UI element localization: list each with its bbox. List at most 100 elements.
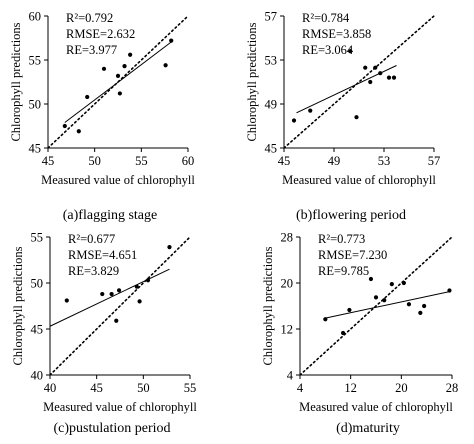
data-point [145,278,151,283]
data-point [114,318,119,323]
data-point [373,65,378,70]
x-tick-label: 60 [182,154,195,168]
y-tick-label: 40 [31,369,44,383]
panel-caption: (b)flowering period [296,208,406,223]
fit-line [325,291,450,319]
x-tick-label: 50 [88,154,101,168]
data-point [163,63,168,68]
y-tick-label: 57 [265,10,278,24]
data-point [422,303,427,309]
stat-label: RMSE=3.858 [302,27,371,41]
data-point [116,288,122,293]
data-point [101,66,107,71]
panel-caption: (a)flagging stage [63,208,157,223]
data-point [62,123,67,129]
panel-caption: (c)pustulation period [53,421,170,436]
y-tick-label: 60 [29,10,42,24]
y-tick-label: 50 [29,98,42,112]
fit-line [49,268,170,327]
x-tick-label: 28 [446,381,459,395]
stat-label: RMSE=4.651 [68,248,137,262]
data-point [347,307,352,313]
x-tick-label: 53 [378,154,391,168]
stat-label: RMSE=2.632 [66,27,135,41]
reference-line [49,236,191,376]
data-point [76,129,81,134]
x-tick-label: 49 [328,154,341,168]
data-point [401,280,406,286]
data-point [368,276,374,282]
data-point [418,310,423,315]
data-point [115,73,121,78]
data-point [348,49,353,54]
stat-label: RE=3.064 [302,43,354,57]
data-point [64,298,69,303]
y-tick-label: 45 [31,323,44,337]
fit-line [64,40,174,123]
data-point [323,317,328,322]
data-point [386,75,392,80]
data-point [363,65,368,70]
panel-2: 45 49 53 57 45 49 53 57 R²=0.784 RMSE=3.858 RE=3.0… [245,10,440,224]
panel-caption: (d)maturity [336,421,400,436]
x-axis-title: Measured value of chlorophyll [299,400,453,414]
stat-label: R²=0.773 [318,232,365,246]
data-point [354,115,359,120]
x-tick-label: 12 [344,381,357,395]
y-tick-label: 55 [31,231,44,245]
data-point [291,118,297,123]
y-tick-label: 49 [265,98,278,112]
x-axis-title: Measured value of chlorophyll [41,173,195,187]
x-tick-label: 55 [184,381,197,395]
data-point [406,302,412,307]
data-point [368,79,373,85]
x-tick-label: 40 [44,381,57,395]
x-tick-label: 20 [395,381,408,395]
data-point [378,71,383,76]
y-tick-label: 45 [265,142,278,156]
y-tick-label: 45 [29,142,42,156]
stat-label: RMSE=7.230 [318,248,387,262]
stat-label: RE=3.829 [68,264,119,278]
y-tick-label: 28 [281,231,294,245]
panel-1: 45 50 55 60 45 50 55 60 R²=0.792 RMSE=2.632 RE=3.9… [9,10,195,224]
y-axis-title: Chlorophyll predictions [245,22,259,141]
y-axis-title: Chlorophyll predictions [11,246,25,365]
y-tick-label: 55 [29,54,42,68]
data-point [391,75,397,80]
data-point [109,291,114,297]
x-tick-label: 45 [278,154,291,168]
data-point [117,91,122,96]
data-point [169,38,174,43]
data-point [134,284,139,289]
panel-4: 4 12 20 28 4 12 20 28 R²=0.773 RMSE=7.230 RE=9.785… [261,231,458,437]
data-point [167,245,172,250]
data-point [122,64,127,69]
data-point [100,291,105,297]
y-tick-label: 20 [281,277,294,291]
data-point [128,52,133,57]
x-tick-label: 55 [135,154,148,168]
x-axis-title: Measured value of chlorophyll [43,400,197,414]
x-axis-title: Measured value of chlorophyll [282,173,436,187]
stat-label: R²=0.792 [66,11,113,25]
stat-label: R²=0.677 [68,232,115,246]
y-tick-label: 4 [287,369,294,383]
stat-label: RE=9.785 [318,264,369,278]
y-tick-label: 53 [265,54,278,68]
y-tick-label: 50 [31,277,44,291]
data-point [389,282,394,287]
y-axis-title: Chlorophyll predictions [9,22,23,141]
data-point [373,295,379,300]
data-point [308,108,313,113]
data-point [382,298,387,303]
x-tick-label: 4 [297,381,304,395]
stat-label: R²=0.784 [302,11,350,25]
y-axis-title: Chlorophyll predictions [261,246,275,365]
data-point [137,299,142,304]
x-tick-label: 45 [90,381,103,395]
x-tick-label: 57 [428,154,441,168]
panel-3: 40 45 50 55 40 45 50 55 R²=0.677 RMSE=4.651 RE=3.8… [11,231,197,437]
y-tick-label: 12 [281,323,294,337]
